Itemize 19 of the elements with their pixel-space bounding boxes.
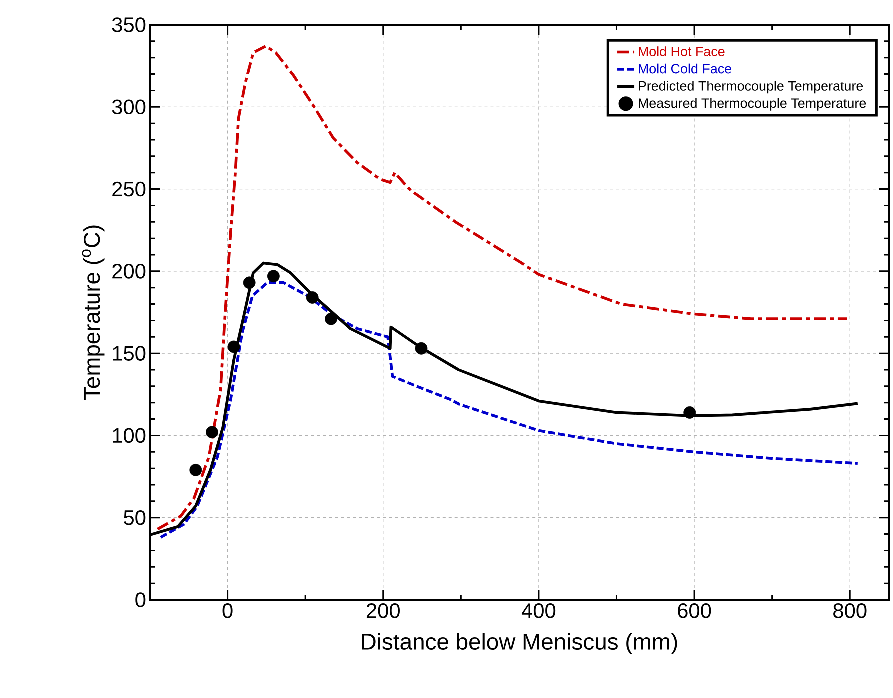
x-tick-label: 200 (366, 604, 400, 618)
x-axis-title: Distance below Meniscus (mm) (362, 633, 678, 655)
x-tick-label: 0 (222, 604, 233, 618)
legend-label: Measured Thermocouple Temperature (639, 98, 866, 111)
legend-label: Predicted Thermocouple Temperature (639, 81, 864, 94)
y-tick-label: 350 (112, 18, 146, 32)
y-tick-label: 300 (112, 100, 146, 115)
y-tick-label: 50 (124, 510, 146, 526)
y-axis-title: Temperature ($^{o}$C) (82, 226, 105, 400)
y-tick-label: 0 (136, 592, 146, 608)
x-tick-label: 400 (522, 604, 556, 618)
x-tick-label: 600 (678, 604, 712, 618)
y-tick-label: 250 (112, 182, 146, 197)
x-tick-label: 800 (834, 604, 867, 618)
y-tick-label: 150 (113, 346, 146, 361)
legend-label: Mold Cold Face (639, 64, 732, 74)
y-tick-label: 200 (112, 264, 146, 279)
legend-label: Mold Hot Face (639, 46, 725, 56)
y-tick-label: 100 (113, 428, 146, 444)
